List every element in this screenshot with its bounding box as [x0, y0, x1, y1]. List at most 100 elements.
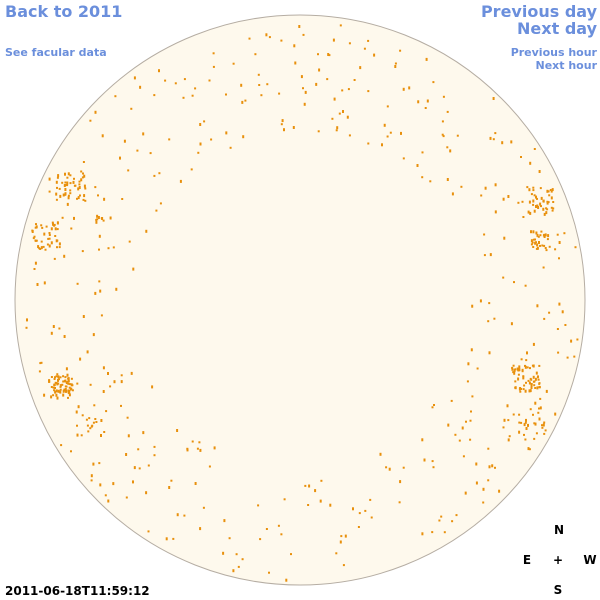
facular-point [520, 156, 522, 158]
facular-point [546, 189, 549, 193]
facular-point [76, 382, 79, 385]
facular-point [86, 424, 89, 427]
facular-point [52, 386, 55, 389]
facular-point [538, 407, 540, 410]
facular-point [97, 216, 100, 219]
facular-point [69, 182, 72, 185]
facular-point [136, 149, 139, 152]
facular-point [89, 427, 92, 430]
facular-point [302, 33, 305, 36]
facular-point [487, 447, 490, 450]
facular-point [81, 414, 84, 417]
facular-point [534, 422, 537, 426]
facular-point [82, 198, 85, 201]
facular-point [64, 192, 67, 196]
facular-point [546, 238, 549, 241]
facular-point [55, 375, 58, 378]
facular-point [194, 87, 197, 90]
facular-point [70, 377, 73, 380]
facular-point [431, 460, 434, 463]
facular-point [532, 186, 535, 189]
facular-point [535, 247, 538, 250]
facular-point [530, 239, 533, 243]
facular-point [503, 236, 506, 240]
facular-point [142, 431, 145, 435]
facular-point [493, 317, 496, 320]
facular-point [469, 419, 472, 422]
facular-point [576, 338, 579, 341]
facular-point [63, 184, 66, 187]
facular-point [55, 180, 58, 184]
facular-point [67, 196, 70, 200]
facular-point [532, 413, 534, 416]
facular-point [300, 75, 303, 79]
facular-point [524, 389, 527, 393]
next-hour-link[interactable]: Next hour [536, 59, 598, 72]
facular-point [50, 227, 53, 231]
facular-point [537, 235, 540, 238]
facular-point [138, 467, 141, 470]
facular-point [449, 149, 452, 153]
facular-point [125, 496, 128, 499]
facular-point [394, 62, 397, 65]
facular-point [55, 393, 58, 397]
back-link[interactable]: Back to 2011 [5, 2, 122, 21]
facular-point [544, 233, 547, 237]
facular-link[interactable]: See facular data [5, 46, 107, 59]
facular-point [176, 513, 179, 517]
facular-point [541, 424, 543, 427]
facular-point [168, 486, 171, 489]
facular-point [432, 81, 435, 84]
facular-point [381, 143, 383, 147]
facular-point [142, 132, 145, 136]
facular-point [467, 362, 470, 366]
facular-point [534, 401, 537, 405]
facular-point [240, 83, 243, 87]
facular-point [58, 187, 61, 190]
facular-point [433, 404, 435, 406]
facular-point [26, 318, 28, 322]
facular-point [424, 107, 427, 109]
facular-point [244, 99, 247, 102]
facular-point [223, 519, 226, 523]
facular-point [225, 93, 227, 96]
facular-point [440, 515, 443, 518]
facular-point [277, 524, 280, 527]
facular-point [83, 184, 86, 188]
facular-point [94, 291, 97, 295]
facular-point [551, 209, 554, 212]
next-day-link[interactable]: Next day [517, 19, 598, 38]
facular-point [93, 404, 96, 407]
facular-point [460, 185, 463, 188]
facular-point [518, 368, 521, 372]
facular-point [550, 206, 553, 209]
facular-point [519, 390, 522, 393]
facular-point [367, 90, 370, 93]
facular-point [339, 540, 342, 544]
facular-point [558, 257, 560, 260]
facular-point [260, 94, 263, 97]
facular-point [94, 418, 97, 420]
facular-point [533, 422, 536, 425]
facular-point [471, 304, 474, 308]
facular-point [386, 105, 389, 108]
facular-point [61, 216, 64, 219]
facular-point [564, 324, 567, 326]
facular-point [517, 377, 520, 381]
facular-point [540, 205, 542, 208]
facular-point [373, 53, 376, 57]
facular-point [317, 53, 319, 56]
facular-point [107, 499, 110, 503]
facular-point [443, 531, 446, 534]
facular-point [539, 187, 542, 190]
facular-point [525, 359, 528, 362]
facular-point [119, 156, 121, 160]
previous-hour-link[interactable]: Previous hour [511, 46, 598, 59]
facular-point [417, 100, 420, 104]
facular-point [100, 434, 102, 437]
previous-day-link[interactable]: Previous day [481, 2, 598, 21]
facular-point [534, 387, 537, 389]
facular-point [557, 351, 560, 354]
facular-point [66, 184, 69, 187]
facular-point [202, 506, 205, 509]
